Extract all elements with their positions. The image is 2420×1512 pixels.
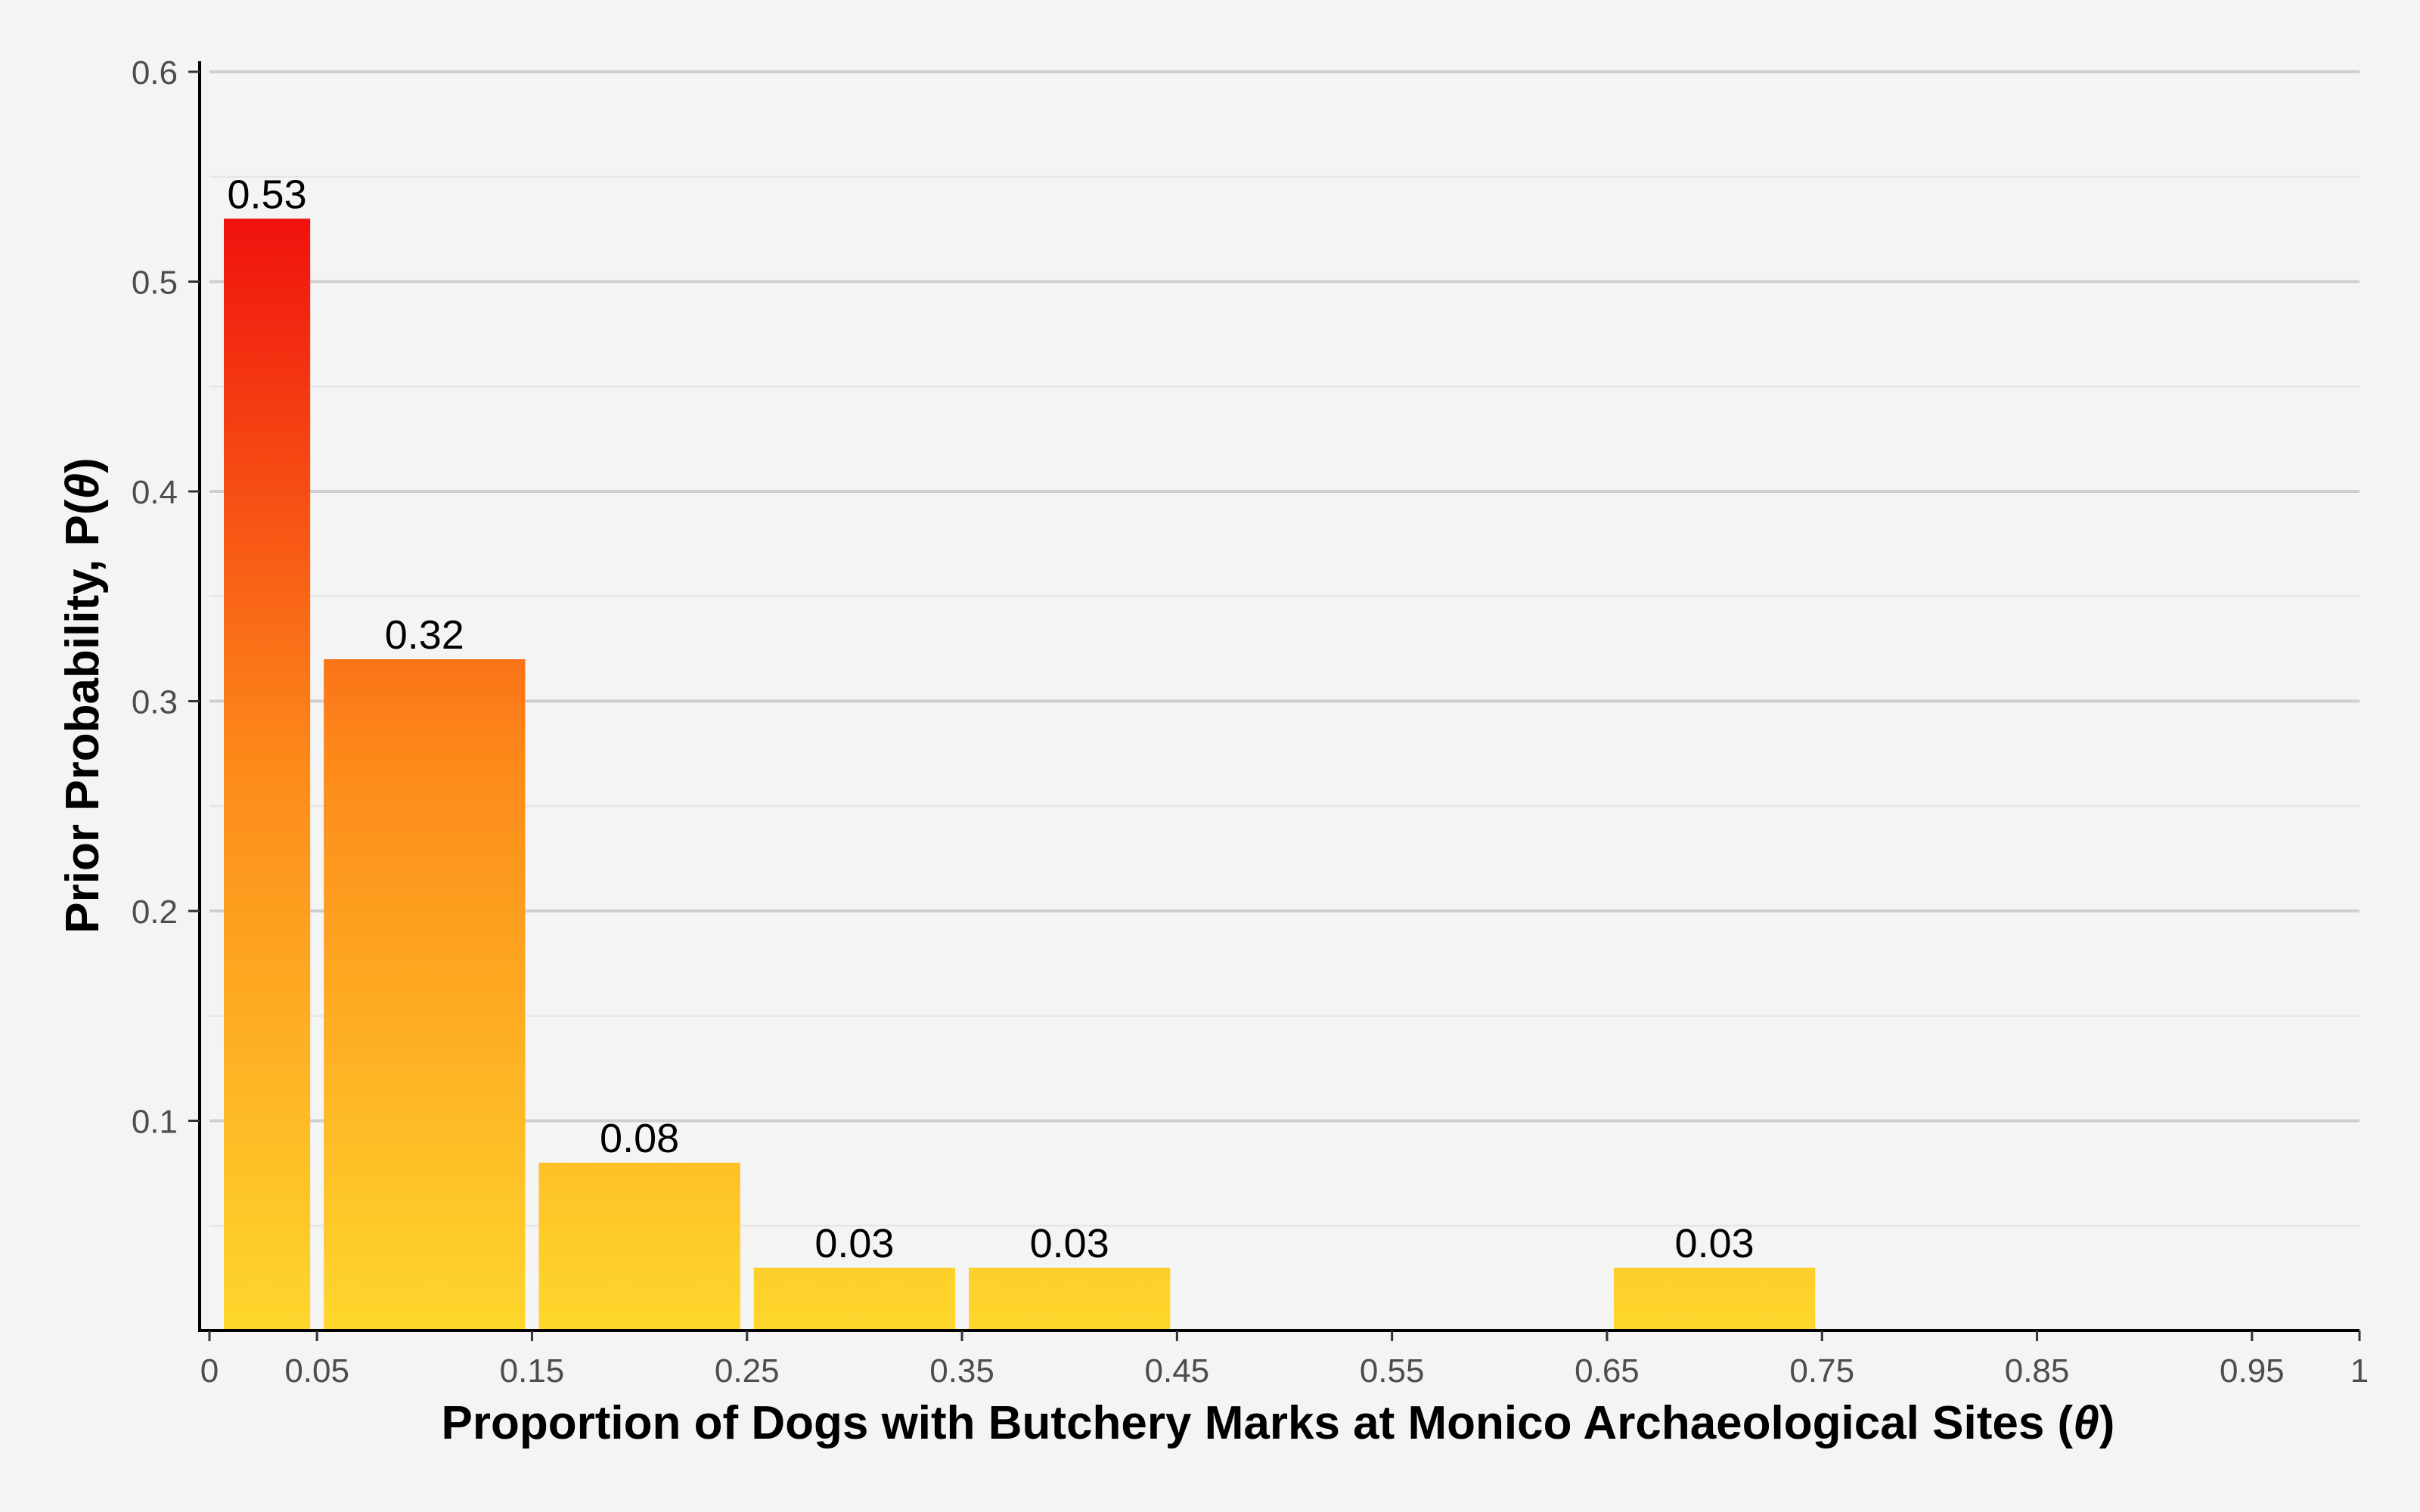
x-tick-label: 0.25 [715,1352,780,1390]
x-tick-label: 0.85 [2005,1352,2070,1390]
bar [224,218,311,1331]
x-axis-title: Proportion of Dogs with Butchery Marks a… [442,1397,2115,1449]
x-tick-label: 0.45 [1145,1352,1210,1390]
x-axis-title-close: ) [2099,1397,2115,1449]
x-tick-label: 0.15 [500,1352,565,1390]
y-tick-label: 0.1 [132,1104,178,1141]
bar [753,1267,956,1331]
bars [224,218,1816,1331]
y-tick-label: 0.2 [132,894,178,931]
bar [538,1163,740,1331]
y-axis-title: Prior Probability, P(θ) [57,457,109,933]
x-tick-label: 0 [200,1352,219,1390]
y-tick-label: 0.6 [132,54,178,91]
bar [969,1267,1171,1331]
bar-value-label: 0.53 [228,172,307,217]
bar-value-label: 0.03 [1030,1221,1109,1266]
x-tick-label: 1 [2350,1352,2369,1390]
bar [324,659,526,1331]
bar-value-label: 0.08 [600,1116,679,1161]
bar-value-labels: 0.53 0.32 0.08 0.03 0.03 0.03 [228,172,1754,1266]
axes: 0 0.05 0.15 0.25 0.35 0.45 0.55 0.65 0.75 0.85 0.9… [132,54,2369,1390]
y-axis-title-text: Prior Probability, P( [57,499,109,934]
bar-value-label: 0.32 [385,612,464,658]
x-tick-label: 0.65 [1575,1352,1640,1390]
bar-value-label: 0.03 [1675,1221,1754,1266]
y-tick-label: 0.5 [132,265,178,302]
x-axis-title-text: Proportion of Dogs with Butchery Marks a… [442,1397,2074,1449]
y-axis-title-theta: θ [57,473,109,500]
y-tick-label: 0.3 [132,684,178,721]
bar-value-label: 0.03 [814,1221,894,1266]
x-tick-label: 0.55 [1360,1352,1425,1390]
y-axis-title-close: ) [57,457,109,473]
y-tick-label: 0.4 [132,474,178,511]
bar [1613,1267,1816,1331]
x-tick-label: 0.05 [284,1352,349,1390]
x-tick-label: 0.75 [1789,1352,1854,1390]
grid-lines [209,70,2360,1227]
x-tick-label: 0.35 [929,1352,994,1390]
x-tick-label: 0.95 [2220,1352,2285,1390]
x-axis-title-theta: θ [2073,1397,2099,1449]
